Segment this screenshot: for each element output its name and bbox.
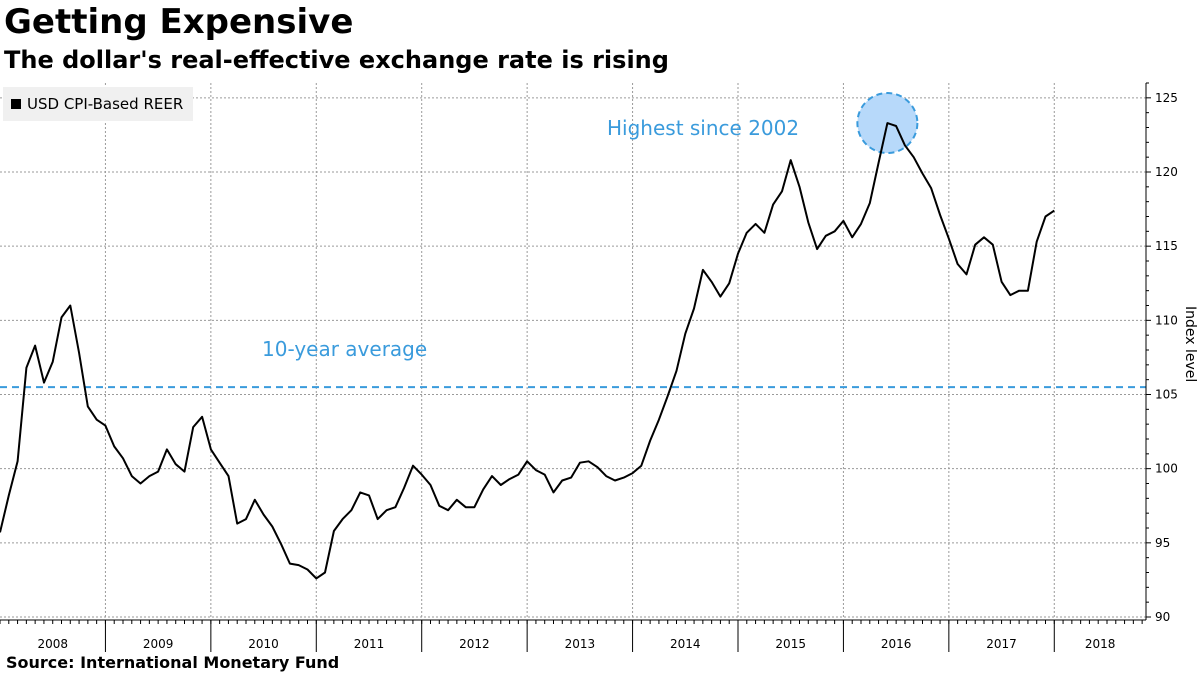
legend-swatch (11, 99, 21, 109)
y-axis-title: Index level (1182, 306, 1198, 382)
x-tick-label: 2016 (881, 637, 912, 651)
series-group (0, 122, 1055, 580)
axis-labels: 90 95 100 105 110 115 120 125 2008 2009 2010 2011 20… (37, 91, 1177, 651)
highlight-label: Highest since 2002 (607, 116, 799, 140)
y-tick-label: 90 (1155, 610, 1170, 624)
x-tick-label: 2012 (459, 637, 490, 651)
legend: USD CPI-Based REER (3, 87, 194, 121)
source-note: Source: International Monetary Fund (6, 653, 340, 672)
x-tick-label: 2013 (565, 637, 596, 651)
chart-title: Getting Expensive (4, 2, 354, 42)
x-tick-label: 2015 (775, 637, 806, 651)
x-tick-label: 2011 (354, 637, 385, 651)
chart-subtitle: The dollar's real-effective exchange rat… (4, 46, 669, 74)
x-tick-label: 2009 (143, 637, 174, 651)
reference-line-label: 10-year average (262, 337, 427, 361)
x-tick-label: 2018 (1085, 637, 1116, 651)
x-tick-label: 2014 (670, 637, 701, 651)
y-tick-label: 105 (1155, 388, 1178, 402)
x-tick-label: 2017 (986, 637, 1017, 651)
x-tick-label: 2010 (248, 637, 279, 651)
y-tick-label: 115 (1155, 239, 1178, 253)
y-tick-label: 125 (1155, 91, 1178, 105)
grid-lines (0, 83, 1146, 618)
x-tick-label: 2008 (37, 637, 68, 651)
y-tick-label: 95 (1155, 536, 1170, 550)
y-tick-label: 100 (1155, 462, 1178, 476)
axes (0, 82, 1151, 652)
y-tick-label: 120 (1155, 165, 1178, 179)
legend-label: USD CPI-Based REER (27, 95, 184, 113)
y-tick-label: 110 (1155, 313, 1178, 327)
series-line (0, 122, 1055, 580)
